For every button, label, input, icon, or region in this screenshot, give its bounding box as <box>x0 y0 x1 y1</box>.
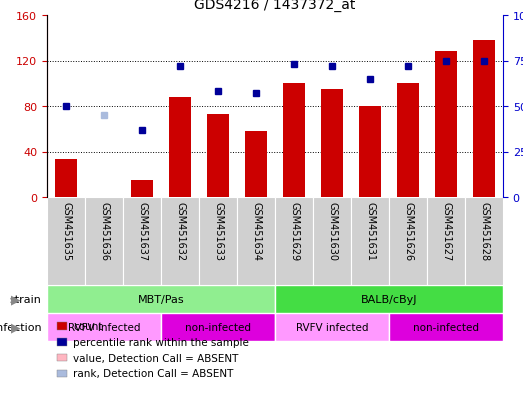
Bar <box>427 197 465 285</box>
Text: GSM451635: GSM451635 <box>61 202 71 261</box>
Text: count: count <box>73 321 103 331</box>
Bar <box>351 197 389 285</box>
Bar <box>131 180 153 197</box>
Bar <box>199 197 237 285</box>
Text: GSM451630: GSM451630 <box>327 202 337 261</box>
Title: GDS4216 / 1437372_at: GDS4216 / 1437372_at <box>195 0 356 12</box>
Bar <box>161 197 199 285</box>
Text: GSM451633: GSM451633 <box>213 202 223 261</box>
Bar <box>161 313 275 341</box>
Bar <box>245 132 267 197</box>
Bar <box>207 115 230 197</box>
Text: GSM451629: GSM451629 <box>289 202 299 261</box>
Bar <box>435 52 458 197</box>
Text: percentile rank within the sample: percentile rank within the sample <box>73 337 249 347</box>
Bar <box>321 90 344 197</box>
Bar <box>282 84 305 197</box>
Text: rank, Detection Call = ABSENT: rank, Detection Call = ABSENT <box>73 368 234 378</box>
Text: GSM451631: GSM451631 <box>365 202 375 261</box>
Text: ▶: ▶ <box>11 321 20 334</box>
Bar <box>168 97 191 197</box>
Bar <box>237 197 275 285</box>
Text: GSM451636: GSM451636 <box>99 202 109 261</box>
Text: GSM451632: GSM451632 <box>175 202 185 261</box>
Bar <box>85 197 123 285</box>
Bar <box>396 84 419 197</box>
Bar <box>389 313 503 341</box>
Text: non-infected: non-infected <box>413 322 479 332</box>
Text: RVFV infected: RVFV infected <box>68 322 140 332</box>
Bar <box>389 197 427 285</box>
Bar <box>275 285 503 313</box>
Bar <box>47 313 161 341</box>
Text: GSM451637: GSM451637 <box>137 202 147 261</box>
Text: RVFV infected: RVFV infected <box>295 322 368 332</box>
Bar <box>47 285 275 313</box>
Text: infection: infection <box>0 322 42 332</box>
Bar <box>47 197 85 285</box>
Bar <box>313 197 351 285</box>
Text: GSM451634: GSM451634 <box>251 202 261 261</box>
Bar <box>275 313 389 341</box>
Bar <box>473 41 495 197</box>
Bar <box>275 197 313 285</box>
Bar <box>123 197 161 285</box>
Text: GSM451627: GSM451627 <box>441 202 451 261</box>
Bar <box>465 197 503 285</box>
Text: GSM451628: GSM451628 <box>479 202 489 261</box>
Bar <box>359 107 381 197</box>
Text: BALB/cByJ: BALB/cByJ <box>361 294 417 304</box>
Text: GSM451626: GSM451626 <box>403 202 413 261</box>
Bar <box>54 160 77 197</box>
Text: ▶: ▶ <box>11 293 20 306</box>
Text: value, Detection Call = ABSENT: value, Detection Call = ABSENT <box>73 353 238 363</box>
Text: MBT/Pas: MBT/Pas <box>138 294 184 304</box>
Text: strain: strain <box>10 294 42 304</box>
Text: non-infected: non-infected <box>185 322 251 332</box>
